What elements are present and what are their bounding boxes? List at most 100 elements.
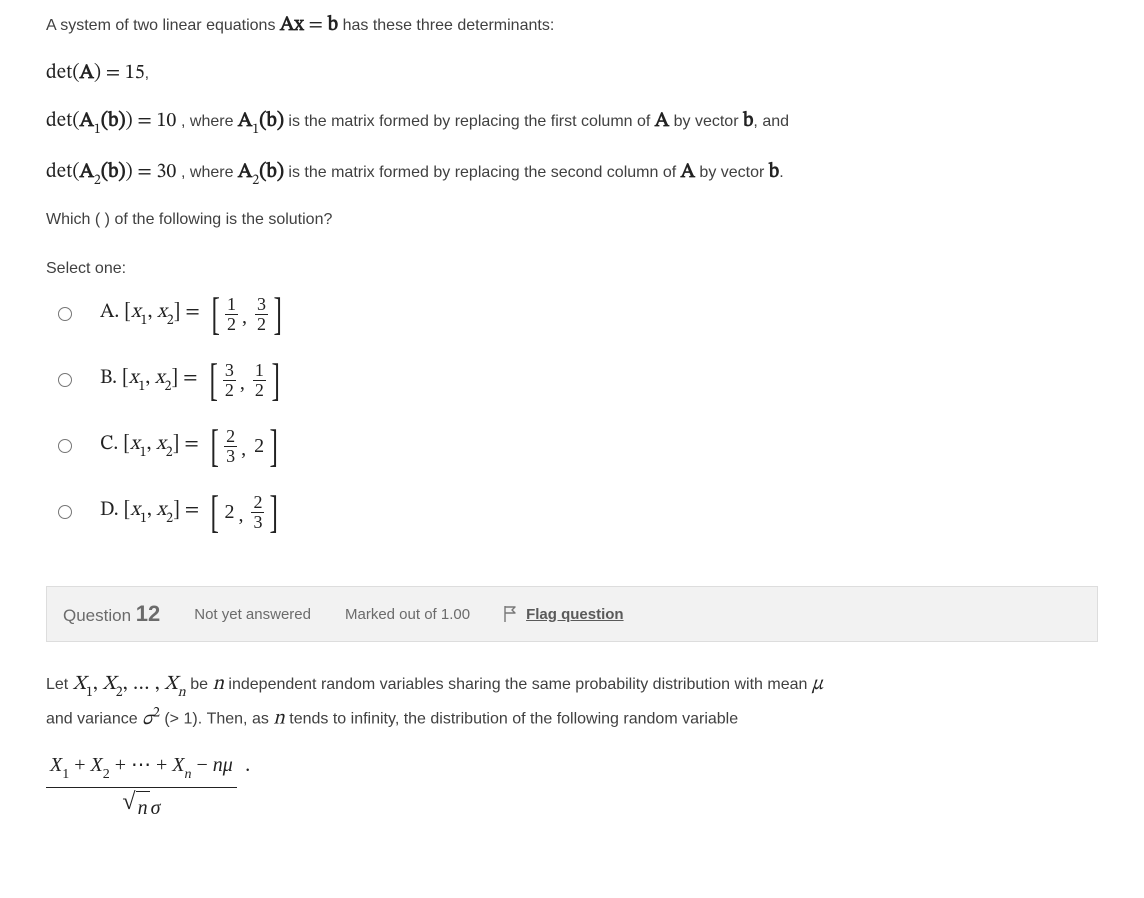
math-Ax: Ax xyxy=(280,15,304,35)
marks-label: Marked out of 1.00 xyxy=(345,606,470,623)
t: A xyxy=(238,111,252,131)
option-a[interactable]: A. [x1, x2] = [ 12 , 32 ] xyxy=(58,288,1098,340)
t: 2 xyxy=(224,427,237,447)
t: , and xyxy=(753,113,789,130)
t: b xyxy=(743,111,753,131)
t: μ xyxy=(812,674,823,694)
t: tends to infinity, the distribution of t… xyxy=(285,711,738,728)
t: D. xyxy=(100,500,123,520)
t: (> 1). Then, as xyxy=(160,711,273,728)
text: A system of two linear equations xyxy=(46,17,280,34)
question-12-stem: Let X1, X2, … , Xn be n independent rand… xyxy=(46,642,1098,824)
t: ) xyxy=(126,111,133,131)
t: and variance xyxy=(46,711,142,728)
t: (b) xyxy=(101,162,126,182)
t: 1 xyxy=(62,767,69,782)
t: A xyxy=(238,162,252,182)
flag-question-link[interactable]: Flag question xyxy=(504,606,624,623)
answer-status: Not yet answered xyxy=(194,606,311,623)
options-group: A. [x1, x2] = [ 12 , 32 ] xyxy=(46,288,1098,538)
t: 1 xyxy=(252,123,259,137)
t: 2 xyxy=(222,501,236,524)
stem-line-1: A system of two linear equations Ax = b … xyxy=(46,10,1098,40)
t: , where xyxy=(181,164,238,181)
option-d-radio[interactable] xyxy=(58,505,72,519)
t: (b) xyxy=(101,111,126,131)
t: n xyxy=(212,674,224,694)
t: Question xyxy=(63,606,136,625)
t: 1 xyxy=(86,686,93,700)
option-b[interactable]: B. [x1, x2] = [ 32 , 12 ] xyxy=(58,354,1098,406)
option-b-radio[interactable] xyxy=(58,373,72,387)
option-a-radio[interactable] xyxy=(58,307,72,321)
t: n xyxy=(273,709,285,729)
det-A2-val: = 30 xyxy=(133,162,177,182)
t: A xyxy=(80,162,94,182)
t: − xyxy=(192,754,213,776)
t: 2 xyxy=(253,381,266,400)
t: = xyxy=(183,368,197,388)
t: C. xyxy=(100,434,123,454)
t: 3 xyxy=(255,295,268,315)
t: , where xyxy=(181,113,238,130)
t: n xyxy=(178,686,186,700)
t: . xyxy=(779,164,783,181)
t: X xyxy=(172,754,184,776)
question-number: 12 xyxy=(136,601,160,626)
option-a-label: A. [x1, x2] = [ 12 , 32 ] xyxy=(100,293,285,336)
t: ) xyxy=(126,162,133,182)
q12-fraction: X1 + X2 + ⋯ + Xn − nμ √nσ . xyxy=(46,749,1098,824)
stem-line-3: det(A1(b)) = 10 , where A1(b) is the mat… xyxy=(46,106,1098,139)
text: has these three determinants: xyxy=(343,17,555,34)
q12-line-1: Let X1, X2, … , Xn be n independent rand… xyxy=(46,668,1098,735)
t: B. xyxy=(100,368,122,388)
t: 2 xyxy=(255,315,268,334)
t: 2 xyxy=(116,686,123,700)
t: A xyxy=(681,162,695,182)
t: is the matrix formed by replacing the se… xyxy=(284,164,681,181)
t: det( xyxy=(46,111,80,131)
t: + xyxy=(69,754,90,776)
t: 2 xyxy=(252,435,266,458)
t: = xyxy=(185,500,199,520)
t: Let xyxy=(46,676,73,693)
t: + ⋯ + xyxy=(110,754,173,776)
stem-line-4: det(A2(b)) = 30 , where A2(b) is the mat… xyxy=(46,157,1098,190)
t: n xyxy=(185,767,192,782)
t: (b) xyxy=(259,111,284,131)
t: 2 xyxy=(153,706,160,720)
t: X xyxy=(103,674,116,694)
option-d[interactable]: D. [x1, x2] = [ 2 , 23 ] xyxy=(58,486,1098,538)
t: = xyxy=(185,302,199,322)
option-c[interactable]: C. [x1, x2] = [ 23 , 2 ] xyxy=(58,420,1098,472)
option-c-label: C. [x1, x2] = [ 23 , 2 ] xyxy=(100,425,281,468)
t: , … , xyxy=(123,674,165,694)
t: X xyxy=(91,754,103,776)
t: 3 xyxy=(224,447,237,466)
t: = xyxy=(184,434,198,454)
t: by vector xyxy=(695,164,769,181)
flag-icon xyxy=(504,606,518,622)
t: σ xyxy=(142,709,153,729)
t: A xyxy=(655,111,669,131)
t: . xyxy=(241,756,250,776)
question-11-stem: A system of two linear equations Ax = b … xyxy=(46,10,1098,232)
t: X xyxy=(50,754,62,776)
math-b: b xyxy=(328,15,338,35)
flag-label: Flag question xyxy=(526,606,624,623)
t: 2 xyxy=(252,174,259,188)
t: 1 xyxy=(94,123,101,137)
t: det( xyxy=(46,162,80,182)
t: μ xyxy=(223,754,233,776)
option-c-radio[interactable] xyxy=(58,439,72,453)
t: is the matrix formed by replacing the fi… xyxy=(284,113,655,130)
t: 2 xyxy=(225,315,238,334)
t: 2 xyxy=(94,174,101,188)
t: σ xyxy=(151,792,161,824)
t: by vector xyxy=(669,113,743,130)
det-A1-val: = 10 xyxy=(133,111,177,131)
t: 2 xyxy=(251,493,264,513)
t: X xyxy=(164,674,177,694)
select-one-label: Select one: xyxy=(46,260,1098,278)
t: b xyxy=(769,162,779,182)
